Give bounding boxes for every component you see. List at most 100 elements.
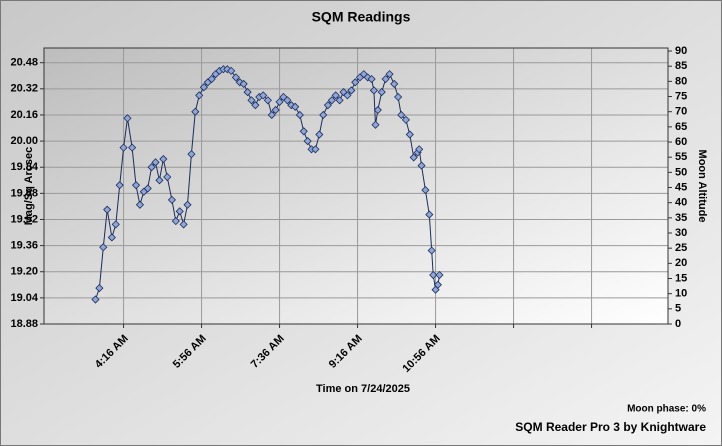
data-point bbox=[429, 270, 438, 280]
data-point bbox=[115, 181, 124, 190]
data-point bbox=[247, 96, 256, 105]
y2-tick-label: 75 bbox=[675, 90, 687, 102]
data-point bbox=[235, 78, 244, 87]
data-point bbox=[421, 186, 430, 195]
data-point bbox=[191, 107, 200, 116]
data-point bbox=[327, 96, 336, 105]
data-point bbox=[227, 66, 236, 75]
data-point bbox=[223, 65, 232, 74]
y2-tick-label: 55 bbox=[675, 151, 687, 163]
y2-axis-label: Moon Altitude bbox=[696, 150, 708, 223]
x-axis-label: Time on 7/24/2025 bbox=[316, 383, 410, 395]
y2-tick-label: 45 bbox=[675, 181, 687, 193]
y2-tick-label: 0 bbox=[675, 318, 681, 330]
data-point bbox=[303, 137, 312, 146]
data-point bbox=[347, 86, 356, 95]
data-point bbox=[319, 110, 328, 120]
y2-tick-label: 85 bbox=[675, 60, 687, 72]
data-point bbox=[401, 115, 410, 124]
moon-phase: Moon phase: 0% bbox=[627, 404, 706, 415]
data-point bbox=[390, 79, 399, 88]
y-axis-label: Mag/Sq Arcsec bbox=[23, 147, 35, 225]
data-point bbox=[171, 217, 180, 226]
y2-tick-label: 10 bbox=[675, 288, 687, 300]
data-point bbox=[369, 86, 379, 95]
credit: SQM Reader Pro 3 by Knightware bbox=[515, 420, 706, 434]
y-tick-label: 20.48 bbox=[10, 57, 38, 69]
data-point bbox=[123, 114, 132, 123]
y2-tick-label: 20 bbox=[675, 257, 687, 269]
data-point bbox=[207, 74, 216, 84]
data-point bbox=[409, 153, 418, 162]
y2-tick-label: 40 bbox=[675, 197, 687, 209]
data-point bbox=[415, 145, 424, 154]
data-point bbox=[131, 181, 141, 190]
data-point bbox=[155, 176, 164, 185]
data-point bbox=[163, 172, 172, 182]
data-point bbox=[179, 220, 188, 229]
data-point bbox=[427, 246, 436, 255]
data-point bbox=[405, 130, 414, 139]
data-point bbox=[373, 105, 382, 115]
data-point bbox=[263, 96, 272, 105]
data-point bbox=[107, 233, 116, 242]
y-tick-label: 19.04 bbox=[10, 292, 38, 304]
data-point bbox=[91, 295, 100, 304]
data-point bbox=[299, 127, 308, 136]
data-point bbox=[287, 101, 296, 110]
data-point bbox=[343, 91, 352, 100]
data-point bbox=[331, 91, 340, 100]
data-point bbox=[95, 284, 104, 293]
data-point bbox=[251, 101, 260, 110]
data-point bbox=[381, 74, 390, 84]
data-point bbox=[359, 70, 368, 79]
data-point bbox=[433, 280, 442, 289]
data-point bbox=[119, 143, 128, 152]
data-point bbox=[377, 88, 386, 97]
data-point bbox=[103, 205, 112, 214]
y2-tick-label: 30 bbox=[675, 227, 687, 239]
y-tick-label: 20.00 bbox=[10, 135, 38, 147]
y-tick-label: 19.84 bbox=[10, 161, 38, 173]
data-point bbox=[267, 110, 276, 120]
data-point bbox=[335, 96, 344, 105]
chart-title: SQM Readings bbox=[312, 9, 411, 25]
y2-tick-label: 80 bbox=[675, 75, 687, 87]
y-tick-label: 20.32 bbox=[10, 83, 38, 95]
data-point bbox=[183, 200, 192, 209]
data-point bbox=[167, 195, 176, 204]
data-point bbox=[135, 200, 145, 209]
data-point bbox=[143, 184, 152, 193]
data-point bbox=[239, 79, 248, 88]
data-point bbox=[311, 145, 320, 154]
data-point bbox=[417, 161, 426, 170]
data-point bbox=[435, 270, 444, 280]
y-tick-label: 19.20 bbox=[10, 266, 38, 278]
data-point bbox=[195, 91, 204, 100]
y-tick-label: 18.88 bbox=[10, 318, 38, 330]
data-point bbox=[275, 97, 284, 106]
y2-tick-label: 65 bbox=[675, 121, 687, 133]
data-point bbox=[283, 96, 292, 105]
data-point bbox=[187, 150, 196, 159]
y2-tick-label: 25 bbox=[675, 242, 687, 254]
data-point bbox=[147, 163, 156, 172]
y2-tick-label: 60 bbox=[675, 136, 687, 148]
data-point bbox=[351, 78, 360, 87]
y2-tick-label: 50 bbox=[675, 166, 687, 178]
y2-tick-label: 90 bbox=[675, 45, 687, 57]
data-point bbox=[128, 143, 137, 152]
data-point bbox=[315, 130, 324, 139]
y-tick-label: 19.52 bbox=[10, 213, 38, 225]
y-tick-label: 20.16 bbox=[10, 109, 38, 121]
data-point bbox=[159, 154, 168, 164]
y-tick-label: 19.36 bbox=[10, 240, 38, 252]
y2-tick-label: 35 bbox=[675, 212, 687, 224]
data-point bbox=[111, 220, 120, 229]
data-point bbox=[371, 120, 380, 129]
data-point bbox=[231, 73, 240, 82]
data-point bbox=[425, 210, 434, 219]
data-point bbox=[259, 91, 268, 100]
data-point bbox=[99, 243, 108, 252]
data-point bbox=[394, 92, 403, 102]
